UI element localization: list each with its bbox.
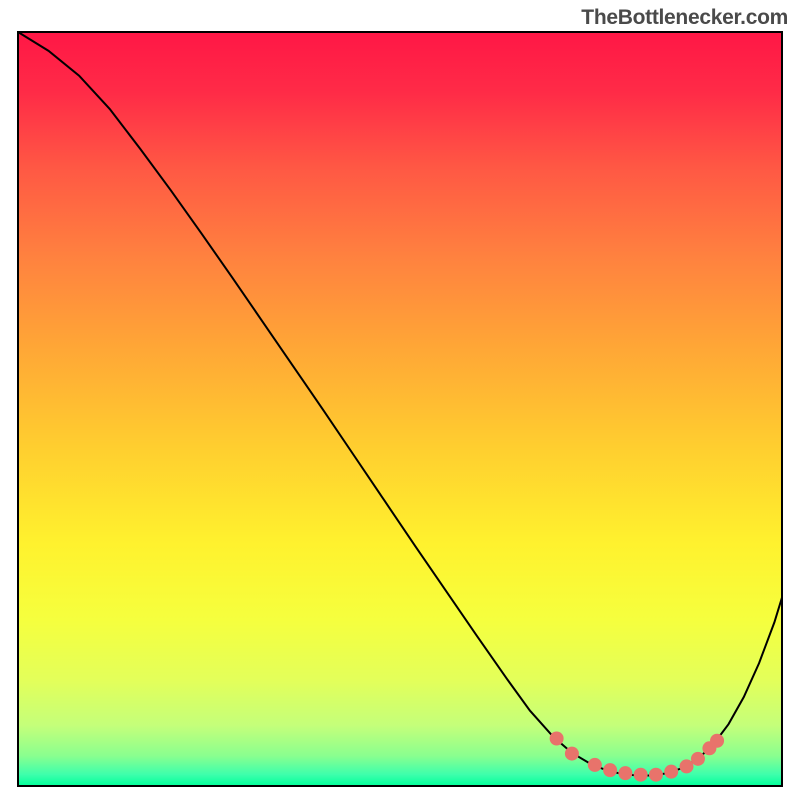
marker-dot: [588, 758, 602, 772]
marker-dot: [710, 734, 724, 748]
marker-dot: [550, 732, 564, 746]
watermark-text: TheBottlenecker.com: [581, 6, 788, 30]
marker-dot: [680, 759, 694, 773]
marker-dot: [634, 768, 648, 782]
marker-dot: [664, 765, 678, 779]
marker-dot: [603, 763, 617, 777]
marker-dot: [649, 768, 663, 782]
marker-dot: [618, 766, 632, 780]
marker-dot: [691, 752, 705, 766]
marker-dot: [565, 747, 579, 761]
bottleneck-chart: [0, 0, 800, 800]
chart-background: [18, 32, 782, 786]
